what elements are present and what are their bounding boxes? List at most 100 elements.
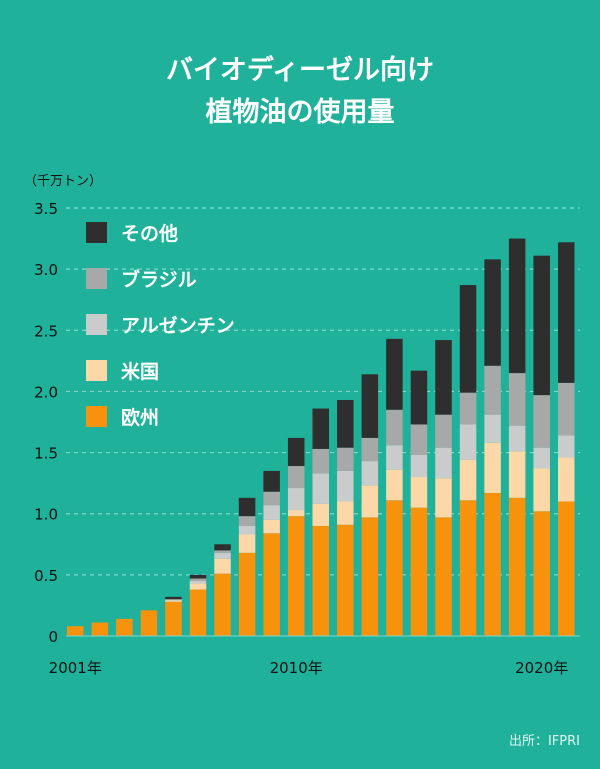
bar-segment (459, 459, 477, 501)
title-line-2: 植物油の使用量 (205, 97, 395, 128)
bar-segment (238, 534, 256, 553)
bar-segment (361, 374, 379, 438)
bar-segment (312, 448, 329, 474)
bar-segment (410, 455, 428, 478)
bar-segment (287, 510, 305, 517)
source-note: 出所：IFPRI (508, 734, 580, 749)
bar-segment (189, 574, 207, 579)
bar-segment (189, 578, 207, 581)
bar-segment (558, 382, 575, 436)
y-tick-label: 1.0 (34, 506, 58, 524)
bar-segment (214, 550, 231, 553)
bar-segment (165, 600, 182, 602)
bar-segment (214, 544, 231, 551)
bar-segment (484, 365, 501, 415)
bar-segment (508, 451, 526, 498)
bar-segment (484, 492, 501, 636)
bar-segment (386, 445, 403, 470)
bar-segment (361, 485, 379, 518)
legend-swatch (86, 222, 107, 243)
bar-segment (287, 488, 305, 511)
bar-segment (312, 525, 329, 636)
bar-segment (558, 242, 575, 383)
bar-segment (508, 425, 526, 452)
bar-segment (337, 399, 354, 448)
bar-segment (312, 503, 329, 526)
bar-segment (435, 414, 452, 448)
legend-swatch (86, 406, 107, 427)
bar-segment (165, 596, 182, 600)
bar-segment (189, 583, 207, 590)
bar-segment (558, 457, 575, 502)
bar-segment (238, 516, 256, 526)
x-tick-label: 2001年 (49, 659, 102, 677)
bar-segment (67, 626, 84, 636)
bar-segment (435, 340, 452, 415)
bar-segment (410, 507, 428, 636)
bar-segment (238, 525, 256, 535)
bar-segment (361, 461, 379, 486)
y-tick-label: 2.0 (34, 383, 58, 401)
legend-label: アルゼンチン (121, 314, 235, 337)
bar-segment (435, 478, 452, 518)
chart-title: バイオディーゼル向け 植物油の使用量 (0, 50, 600, 134)
bar-segment (386, 409, 403, 446)
bar-segment (287, 437, 305, 467)
x-tick-label: 2020年 (515, 659, 568, 677)
bar-segment (508, 373, 526, 426)
y-tick-label: 0 (48, 628, 58, 646)
bar-segment (263, 505, 280, 520)
bar-segment (238, 497, 256, 517)
bar-segment (459, 500, 477, 636)
bar-segment (312, 473, 329, 504)
legend-label: ブラジル (121, 268, 197, 291)
bar-segment (410, 370, 428, 425)
bar-segment (91, 622, 109, 636)
bar-segment (312, 408, 329, 449)
bar-segment (484, 414, 501, 443)
y-tick-label: 1.5 (34, 445, 58, 463)
bar-segment (287, 466, 305, 489)
bar-segment (533, 511, 550, 636)
bar-segment (386, 338, 403, 410)
y-tick-label: 0.5 (34, 567, 58, 585)
bar-segment (287, 516, 305, 636)
bar-segment (214, 558, 231, 574)
bar-segment (410, 424, 428, 456)
title-line-1: バイオディーゼル向け (165, 55, 435, 86)
y-tick-label: 3.5 (34, 200, 58, 218)
bar-segment (238, 552, 256, 636)
bar-segment (410, 477, 428, 508)
bar-segment (140, 610, 158, 636)
bar-segment (337, 501, 354, 525)
bar-segment (558, 435, 575, 458)
legend-swatch (86, 360, 107, 381)
bar-segment (165, 599, 182, 601)
bar-segment (484, 259, 501, 366)
bar-segment (386, 500, 403, 636)
bar-segment (508, 238, 526, 374)
bar-segment (459, 424, 477, 460)
bar-segment (558, 501, 575, 636)
bar-segment (484, 442, 501, 493)
bar-segment (361, 437, 379, 462)
bar-segment (533, 447, 550, 469)
bar-segment (337, 470, 354, 502)
bar-segment (189, 589, 207, 636)
bar-segment (435, 447, 452, 479)
bar-segment (361, 517, 379, 636)
bar-segment (386, 469, 403, 501)
bar-segment (459, 392, 477, 425)
legend-label: その他 (121, 222, 178, 245)
legend-swatch (86, 314, 107, 335)
bar-segment (214, 573, 231, 636)
y-tick-label: 3.0 (34, 261, 58, 279)
bar-segment (435, 517, 452, 636)
bar-segment (189, 580, 207, 584)
bar-segment (533, 468, 550, 512)
y-tick-label: 2.5 (34, 322, 58, 340)
bar-segment (263, 519, 280, 534)
legend-label: 米国 (121, 360, 159, 383)
bar-segment (337, 524, 354, 636)
